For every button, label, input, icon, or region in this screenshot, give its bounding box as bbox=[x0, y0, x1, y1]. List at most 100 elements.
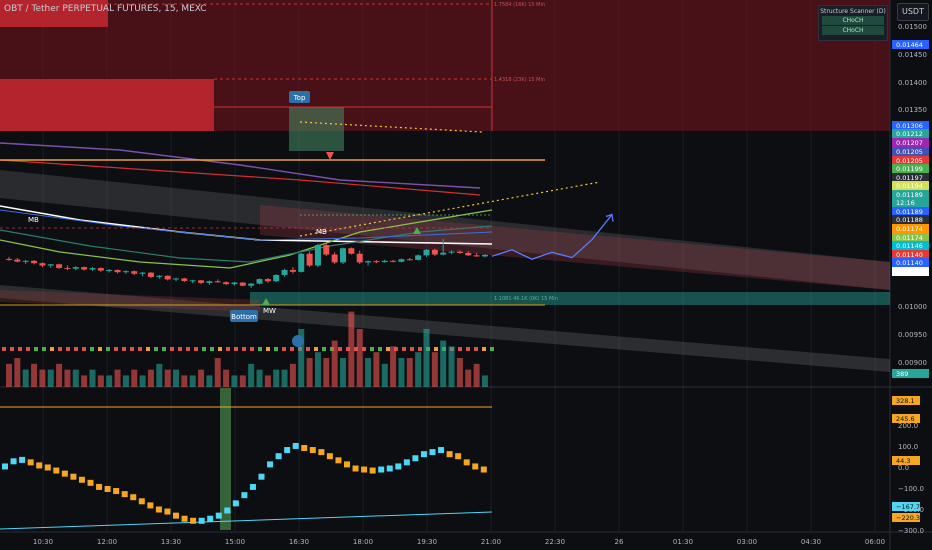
volume-bar bbox=[289, 363, 296, 387]
osc-point bbox=[19, 456, 26, 463]
volume-bar bbox=[431, 352, 438, 387]
mw-label: MW bbox=[263, 307, 276, 315]
osc-label: 44.3 bbox=[896, 457, 910, 465]
osc-point bbox=[70, 473, 77, 480]
signal-dot bbox=[42, 347, 46, 351]
price-label: 0.01188 bbox=[896, 216, 923, 224]
time-tick: 10:30 bbox=[33, 538, 53, 546]
lower-zone bbox=[0, 290, 260, 312]
volume-bar bbox=[223, 369, 230, 387]
candle-body bbox=[431, 249, 438, 255]
ma-green bbox=[0, 209, 493, 269]
candle-body bbox=[381, 260, 388, 263]
volume-bar bbox=[473, 363, 480, 387]
signal-dot bbox=[130, 347, 134, 351]
trendline-lower bbox=[299, 181, 601, 237]
signal-dot bbox=[434, 347, 438, 351]
signal-dot bbox=[178, 347, 182, 351]
trendline-upper bbox=[299, 121, 483, 133]
volume-bar bbox=[114, 369, 121, 387]
volume-bar bbox=[14, 358, 21, 387]
osc-label: −220.3 bbox=[896, 514, 920, 522]
signal-dot bbox=[122, 347, 126, 351]
osc-point bbox=[232, 500, 239, 507]
symbol-title[interactable]: OBT / Tether PERPETUAL FUTURES, 15, MEXC bbox=[4, 4, 207, 14]
candle-body bbox=[173, 278, 179, 280]
volume-bar bbox=[264, 375, 271, 387]
signal-dot bbox=[226, 347, 230, 351]
currency-selector[interactable]: USDT bbox=[897, 3, 929, 21]
price-label: 0.01174 bbox=[896, 225, 923, 233]
osc-point bbox=[113, 488, 120, 495]
volume-bar bbox=[273, 369, 280, 387]
price-label-badge bbox=[892, 369, 929, 378]
osc-point bbox=[36, 462, 43, 469]
volume-bar bbox=[298, 329, 305, 387]
fib-label-1: 1.7584 (16K) 15 Min bbox=[494, 2, 545, 8]
ma-red bbox=[0, 159, 481, 196]
candle-body bbox=[164, 275, 171, 280]
price-label-badge bbox=[892, 173, 929, 182]
candle-body bbox=[373, 261, 380, 263]
osc-point bbox=[395, 463, 402, 470]
price-tick: 0.01500 bbox=[898, 23, 927, 31]
volume-marker bbox=[292, 335, 304, 347]
price-label: 12:16 bbox=[896, 199, 915, 207]
scanner-item-1: CHoCH bbox=[822, 16, 884, 25]
osc-point bbox=[181, 515, 188, 522]
top-box bbox=[289, 107, 344, 151]
signal-dot bbox=[346, 347, 350, 351]
volume-bar bbox=[22, 369, 29, 387]
candle-body bbox=[239, 282, 246, 286]
volume-bar bbox=[47, 369, 54, 387]
osc-point bbox=[10, 458, 17, 465]
candle-body bbox=[256, 279, 263, 284]
candle-body bbox=[406, 259, 413, 261]
osc-point bbox=[258, 473, 265, 480]
osc-point bbox=[318, 449, 325, 456]
signal-dot bbox=[418, 347, 422, 351]
signal-dot bbox=[402, 347, 406, 351]
price-label-badge bbox=[892, 138, 929, 147]
signal-dot bbox=[250, 347, 254, 351]
price-label: 0.01205 bbox=[896, 148, 923, 156]
osc-tick: −300.0 bbox=[898, 527, 924, 535]
volume-bar bbox=[181, 375, 188, 387]
candle-body bbox=[156, 275, 163, 277]
fib-label-2: 1.4318 (23K) 15 Min bbox=[494, 77, 545, 83]
candle-body bbox=[56, 264, 63, 268]
volume-bar bbox=[440, 340, 447, 387]
volume-bar bbox=[415, 352, 422, 387]
osc-tick: 100.0 bbox=[898, 443, 918, 451]
price-label: 0.01117 bbox=[896, 268, 923, 276]
price-label-badge bbox=[892, 198, 929, 207]
signal-dot bbox=[18, 347, 22, 351]
signal-dot bbox=[90, 347, 94, 351]
osc-point bbox=[361, 466, 368, 473]
price-label: 0.01194 bbox=[896, 182, 923, 190]
volume-bar bbox=[89, 369, 96, 387]
volume-bar bbox=[481, 375, 488, 387]
price-label-badge bbox=[892, 40, 929, 49]
osc-label-badge bbox=[892, 502, 920, 511]
volume-bar bbox=[465, 369, 472, 387]
price-label: 0.01199 bbox=[896, 165, 923, 173]
signal-dot bbox=[186, 347, 190, 351]
osc-point bbox=[309, 447, 316, 454]
volume-bar bbox=[306, 358, 313, 387]
candle-body bbox=[189, 280, 196, 282]
signal-dot bbox=[378, 347, 382, 351]
price-label-badge bbox=[892, 224, 929, 233]
top-label-box bbox=[289, 91, 310, 103]
signal-dot bbox=[458, 347, 462, 351]
candle-body bbox=[39, 263, 46, 266]
volume-bar bbox=[81, 375, 88, 387]
signal-dot bbox=[258, 347, 262, 351]
volume-bar bbox=[398, 358, 405, 387]
signal-dot bbox=[266, 347, 270, 351]
price-label: 0.01207 bbox=[896, 139, 923, 147]
candle-body bbox=[106, 269, 113, 271]
price-tick: 0.01350 bbox=[898, 106, 927, 114]
signal-dot bbox=[314, 347, 318, 351]
